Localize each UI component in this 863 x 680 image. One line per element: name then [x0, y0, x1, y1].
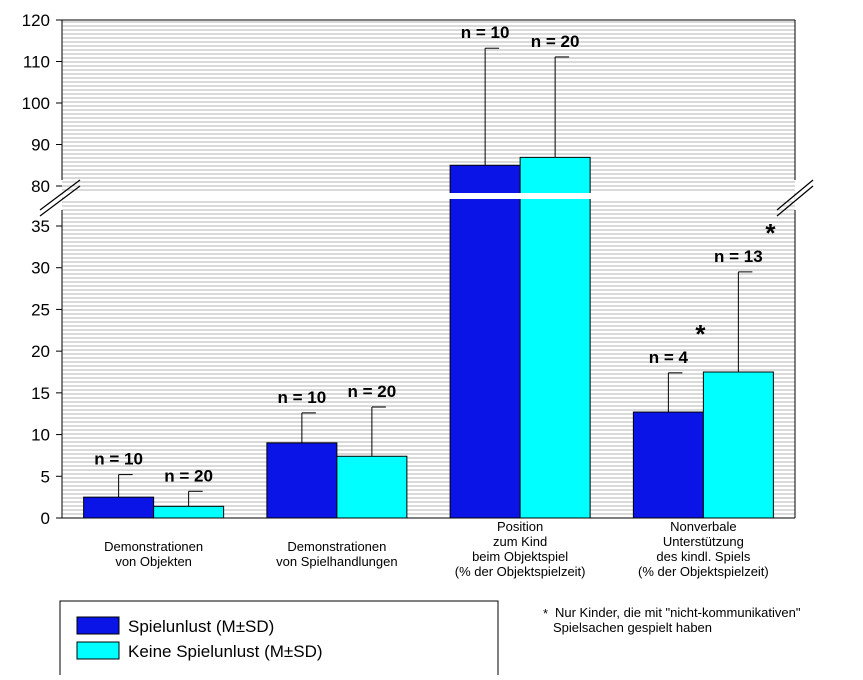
bar	[83, 496, 155, 519]
y-tick-label: 0	[41, 509, 50, 528]
axis-break-band	[63, 193, 794, 199]
n-label: n = 10	[278, 388, 327, 407]
footnote-star: *	[543, 606, 548, 621]
axis-break-mark	[39, 179, 81, 211]
bar	[519, 156, 591, 519]
significance-star: *	[695, 319, 706, 349]
bar	[702, 371, 774, 519]
legend-label: Spielunlust (M±SD)	[128, 617, 274, 636]
x-tick-label: Nonverbale	[670, 519, 737, 534]
x-tick-label: (% der Objektspielzeit)	[455, 564, 586, 579]
x-tick-label: des kindl. Spiels	[656, 549, 750, 564]
x-tick-label: Demonstrationen	[287, 539, 386, 554]
n-label: n = 13	[714, 247, 763, 266]
y-tick-label: 120	[22, 11, 50, 30]
plot-axes: 0 5 10 15 20 25 30 35 80 90 100 110 120 Demonstration…	[22, 11, 814, 579]
legend-box	[59, 600, 499, 680]
x-tick-label: zum Kind	[493, 534, 547, 549]
y-tick-label: 35	[31, 217, 50, 236]
y-tick-label: 10	[31, 426, 50, 445]
x-tick-label: von Objekten	[115, 554, 192, 569]
footnote: * Nur Kinder, die mit "nicht-kommunikativ…	[543, 605, 801, 635]
x-tick-label: Demonstrationen	[104, 539, 203, 554]
x-tick-label: von Spielhandlungen	[276, 554, 397, 569]
x-tick-label: beim Objektspiel	[472, 549, 568, 564]
axis-break-mark	[776, 185, 814, 217]
y-tick-label: 15	[31, 384, 50, 403]
plot-grid	[62, 21, 795, 515]
axis-break-mark	[39, 185, 81, 217]
plot-labels: n = 10 n = 10 n = 10 n = 4 * n = 20 n = 20 n = …	[94, 23, 776, 485]
y-tick-label: 110	[23, 53, 50, 72]
bar	[449, 164, 521, 519]
bar	[266, 442, 338, 519]
n-label: n = 10	[94, 450, 143, 469]
bar	[336, 455, 408, 519]
legend-swatch	[76, 641, 120, 660]
plot-bars	[83, 47, 774, 519]
n-label: n = 10	[461, 23, 510, 42]
y-tick-label: 20	[31, 342, 50, 361]
footnote-text: Nur Kinder, die mit "nicht-kommunikative…	[555, 605, 801, 620]
n-label: n = 4	[649, 348, 689, 367]
significance-star: *	[765, 218, 776, 248]
y-tick-label: 90	[31, 136, 50, 155]
legend-label: Keine Spielunlust (M±SD)	[128, 642, 323, 661]
legend: Spielunlust (M±SD) Keine Spielunlust (M±S…	[59, 600, 499, 680]
y-tick-label: 80	[31, 177, 50, 196]
bar	[153, 505, 225, 519]
y-tick-label: 100	[22, 94, 50, 113]
x-tick-label: Unterstützung	[663, 534, 744, 549]
y-tick-label: 30	[31, 259, 50, 278]
x-tick-label: Position	[497, 519, 543, 534]
footnote-text: Spielsachen gespielt haben	[553, 620, 712, 635]
y-tick-label: 5	[41, 467, 50, 486]
axis-break-mark	[776, 179, 814, 211]
n-label: n = 20	[348, 382, 397, 401]
y-tick-label: 25	[31, 300, 50, 319]
x-tick-label: (% der Objektspielzeit)	[638, 564, 769, 579]
legend-swatch	[76, 616, 120, 635]
n-label: n = 20	[531, 32, 580, 51]
bar	[632, 411, 704, 519]
n-label: n = 20	[164, 466, 213, 485]
